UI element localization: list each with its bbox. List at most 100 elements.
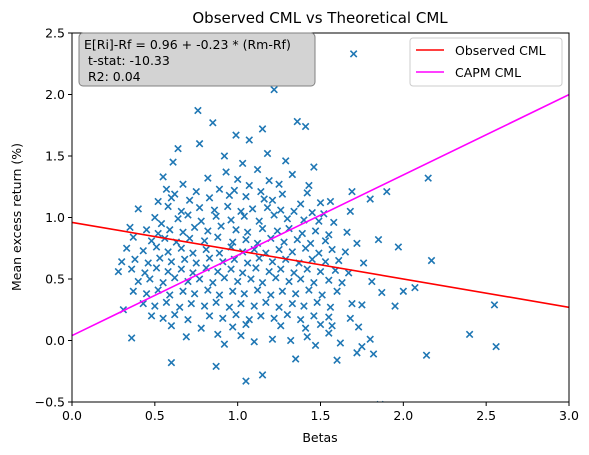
scatter-point bbox=[275, 303, 283, 312]
scatter-point bbox=[281, 157, 290, 165]
scatter-point bbox=[270, 314, 278, 323]
scatter-point bbox=[242, 235, 250, 244]
scatter-point bbox=[126, 223, 134, 232]
scatter-point bbox=[232, 226, 240, 234]
scatter-point bbox=[152, 243, 161, 251]
scatter-point bbox=[220, 340, 229, 348]
plot-background bbox=[72, 33, 569, 402]
scatter-point bbox=[250, 245, 258, 254]
scatter-point bbox=[369, 350, 378, 358]
regression-lines bbox=[72, 93, 569, 337]
scatter-point bbox=[194, 106, 202, 115]
scatter-point bbox=[263, 203, 272, 212]
scatter-point bbox=[338, 278, 346, 287]
scatter-point bbox=[321, 258, 330, 266]
scatter-point bbox=[228, 238, 237, 246]
scatter-point bbox=[411, 283, 419, 292]
scatter-point bbox=[197, 217, 205, 225]
scatter-point bbox=[177, 265, 186, 273]
scatter-point bbox=[223, 202, 232, 211]
scatter-point bbox=[273, 227, 282, 235]
scatter-point bbox=[167, 194, 176, 202]
scatter-point bbox=[238, 159, 247, 168]
scatter-point bbox=[265, 176, 273, 185]
scatter-point bbox=[303, 333, 312, 341]
scatter-point bbox=[146, 275, 154, 283]
scatter-point bbox=[242, 377, 250, 385]
scatter-point bbox=[276, 321, 285, 330]
scatter-point bbox=[278, 190, 287, 198]
scatter-point bbox=[288, 299, 297, 308]
scatter-point bbox=[202, 245, 210, 254]
scatter-point bbox=[151, 302, 159, 310]
x-axis-label: Betas bbox=[302, 430, 337, 445]
scatter-point bbox=[215, 249, 224, 257]
scatter-point bbox=[321, 237, 330, 245]
scatter-point bbox=[144, 259, 152, 267]
scatter-point bbox=[276, 265, 285, 273]
scatter-point bbox=[311, 227, 320, 235]
scatter-point bbox=[383, 187, 391, 196]
scatter-point bbox=[303, 265, 312, 273]
scatter-point bbox=[232, 131, 240, 139]
scatter-point bbox=[129, 287, 138, 296]
scatter-point bbox=[204, 286, 212, 294]
scatter-point bbox=[353, 239, 361, 248]
scatter-point bbox=[200, 237, 209, 245]
scatter-point bbox=[366, 335, 374, 344]
scatter-point bbox=[185, 234, 194, 243]
scatter-point bbox=[258, 278, 267, 287]
scatter-point bbox=[225, 303, 234, 312]
scatter-point bbox=[333, 287, 341, 296]
scatter-point bbox=[422, 351, 431, 360]
scatter-point bbox=[240, 289, 249, 298]
scatter-point bbox=[245, 136, 254, 144]
scatter-point bbox=[175, 303, 184, 312]
scatter-point bbox=[189, 249, 197, 257]
scatter-point bbox=[195, 203, 204, 212]
scatter-point bbox=[159, 278, 167, 287]
scatter-points bbox=[114, 43, 500, 402]
scatter-point bbox=[325, 313, 333, 321]
y-tick-label: 1.5 bbox=[45, 149, 65, 164]
scatter-point bbox=[378, 288, 386, 297]
x-axis: 0.0 0.5 1.0 1.5 2.0 2.5 3.0 bbox=[62, 402, 579, 423]
scatter-point bbox=[233, 277, 242, 286]
scatter-point bbox=[315, 217, 323, 225]
scatter-point bbox=[257, 187, 265, 196]
scatter-point bbox=[315, 249, 323, 257]
scatter-point bbox=[258, 224, 267, 233]
scatter-point bbox=[257, 312, 265, 320]
scatter-point bbox=[134, 277, 143, 286]
scatter-point bbox=[154, 229, 162, 238]
scatter-point bbox=[300, 302, 308, 310]
scatter-point bbox=[157, 219, 166, 228]
x-tick-label: 1.0 bbox=[228, 408, 248, 423]
scatter-point bbox=[303, 189, 312, 197]
scatter-point bbox=[278, 287, 287, 296]
scatter-point bbox=[391, 302, 399, 310]
scatter-point bbox=[190, 223, 199, 232]
scatter-point bbox=[220, 274, 229, 282]
y-tick-label: 2.5 bbox=[45, 26, 65, 41]
y-axis: −0.5 0.0 0.5 1.0 1.5 2.0 2.5 bbox=[35, 26, 72, 410]
scatter-point bbox=[333, 356, 341, 364]
x-tick-label: 0.0 bbox=[62, 408, 82, 423]
scatter-point bbox=[270, 85, 278, 94]
plot-area bbox=[71, 32, 570, 403]
legend-frame bbox=[409, 37, 563, 87]
chart-title: Observed CML vs Theoretical CML bbox=[192, 9, 448, 27]
scatter-point bbox=[296, 315, 305, 324]
scatter-point bbox=[346, 314, 355, 323]
scatter-point bbox=[127, 334, 136, 342]
scatter-point bbox=[492, 342, 500, 351]
scatter-point bbox=[325, 329, 333, 337]
scatter-point bbox=[348, 187, 356, 196]
scatter-point bbox=[222, 168, 230, 176]
scatter-point bbox=[151, 213, 159, 222]
scatter-point bbox=[343, 228, 351, 237]
scatter-point bbox=[349, 50, 358, 58]
scatter-point bbox=[134, 205, 143, 213]
scatter-point bbox=[248, 205, 257, 213]
scatter-point bbox=[182, 333, 191, 341]
